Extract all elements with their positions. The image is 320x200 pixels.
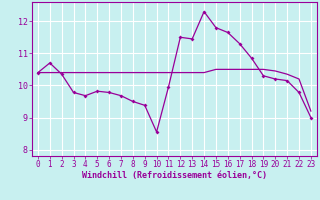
X-axis label: Windchill (Refroidissement éolien,°C): Windchill (Refroidissement éolien,°C) — [82, 171, 267, 180]
